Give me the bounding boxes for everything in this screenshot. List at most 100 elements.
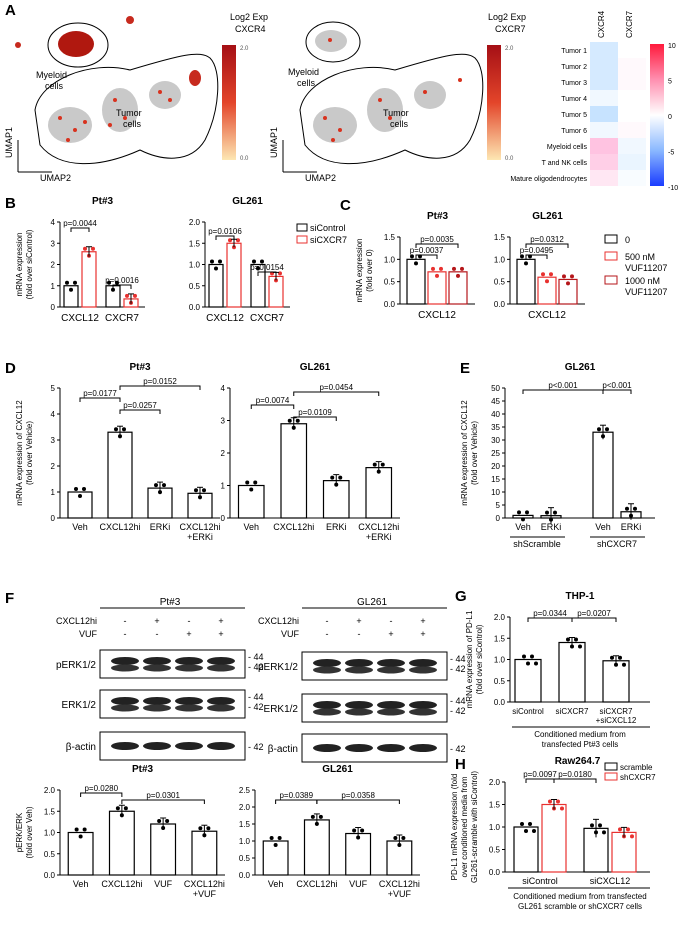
x-tick-label: CXCL12hi: [179, 522, 220, 532]
data-point: [622, 662, 626, 667]
blot-sign: -: [124, 629, 127, 639]
chart-E-GL261: 0 5 10 15 20 25 30 35 40 45 50 GL261 mRNA expression…: [460, 362, 655, 549]
y-tick-label: 0.0: [494, 300, 506, 309]
legend-swatch: [604, 275, 618, 285]
blot-band: [409, 659, 437, 667]
data-point: [530, 654, 534, 659]
bar: [514, 658, 542, 703]
colorbar-tick: -10: [668, 185, 678, 192]
bar: [81, 251, 97, 308]
y-tick-label: 0.5: [239, 854, 251, 863]
chart-B-GL261: 0.0 0.5 1.0 1.5 2.0 GL261 CXCL12 CXCR7 p=0.0106 p…: [189, 196, 347, 324]
y-tick-label: 1: [51, 488, 56, 497]
chart-title: GL261: [232, 196, 263, 207]
svg-text:Myeloid: Myeloid: [36, 70, 67, 80]
footer-label: Conditioned medium from: [534, 730, 626, 739]
p-value-label: p=0.0358: [341, 791, 375, 800]
data-point: [534, 661, 538, 666]
blot-sign: +: [420, 629, 425, 639]
y-tick-label: 5: [51, 384, 56, 393]
legend-swatch-treated: [296, 235, 308, 244]
y-tick-label: 1.5: [494, 634, 506, 643]
legend-swatch-control: [296, 223, 308, 232]
x-tick-label: Veh: [73, 879, 89, 889]
bar: [516, 258, 536, 305]
p-value-label: p=0.0044: [63, 219, 97, 228]
data-point: [114, 427, 118, 432]
blot-sign: -: [326, 629, 329, 639]
data-point: [69, 287, 73, 292]
bar: [365, 467, 393, 519]
y-tick-label: 0.5: [189, 282, 201, 291]
bar: [67, 831, 94, 876]
y-tick-label: 2: [51, 261, 56, 270]
y-axis-label: PD-L1 mRNA expression (fold: [450, 774, 459, 881]
bar: [513, 826, 539, 873]
mw-marker: - 42: [450, 744, 466, 754]
y-axis-label: (fold over Veh): [25, 806, 34, 858]
x-tick-label: CXCL12hi: [273, 522, 314, 532]
data-point: [318, 814, 323, 819]
p-bracket: [527, 617, 573, 622]
legend-label: scramble: [620, 763, 653, 772]
heatmap-cell: [618, 42, 646, 58]
data-point: [249, 487, 254, 492]
mw-marker: - 42: [450, 664, 466, 674]
data-point: [256, 266, 260, 271]
y-tick-label: 0.5: [494, 278, 506, 287]
heatmap-row-label: Tumor 2: [561, 64, 587, 71]
panel-label-G: G: [455, 588, 467, 605]
data-point: [435, 273, 439, 278]
blot-band: [377, 659, 405, 667]
data-point: [610, 655, 614, 660]
p-bracket: [415, 243, 459, 248]
data-point: [194, 488, 198, 493]
y-axis-label: mRNA expression: [15, 232, 24, 296]
chart-C-GL261: 0.0 0.5 1.0 1.5 GL261 CXCL12 p=0.0312 p=0.0495 0…: [494, 211, 667, 321]
p-value-label: p=0.0495: [520, 246, 554, 255]
chart-G-THP1: 0.0 0.5 1.0 1.5 2.0 THP-1 mRNA expression of P…: [465, 591, 650, 749]
svg-text:CXCR4: CXCR4: [235, 24, 266, 34]
bar: [406, 258, 426, 305]
y-tick-label: 2.0: [239, 803, 251, 812]
heatmap-cell: [618, 58, 646, 74]
x-tick-label: siControl: [522, 876, 558, 886]
mw-marker: - 42: [450, 706, 466, 716]
blot-band-label: ERK1/2: [62, 700, 97, 711]
y-tick-label: 0: [221, 514, 226, 523]
chart-F-Pt3: 0.0 0.5 1.0 1.5 2.0 Pt#3 pERK/ERK (fold over Ve…: [15, 764, 225, 899]
p-value-label: p<0.001: [548, 381, 578, 390]
blot-band: [377, 701, 405, 709]
data-point: [122, 427, 126, 432]
footer-label: GL261 scramble or shCXCR7 cells: [518, 902, 642, 911]
heatmap-cell: [618, 154, 646, 170]
blot-band-label: ERK1/2: [264, 704, 299, 715]
blot-band: [409, 666, 437, 674]
data-point: [287, 418, 292, 423]
blot-sign: -: [156, 629, 159, 639]
blot-band: [409, 744, 437, 752]
data-point: [630, 834, 634, 839]
blot-band: [111, 742, 139, 750]
data-point: [352, 828, 357, 833]
y-tick-label: 0.0: [239, 871, 251, 880]
data-point: [210, 259, 214, 264]
chart-title: Raw264.7: [555, 756, 601, 767]
blot-row-label: CXCL12hi: [258, 616, 299, 626]
chart-title: GL261: [565, 362, 596, 373]
chart-title: Pt#3: [92, 196, 114, 207]
data-point: [380, 462, 385, 467]
y-tick-label: 1.5: [384, 233, 396, 242]
blot-band: [143, 664, 171, 672]
data-point: [74, 487, 78, 491]
data-point: [82, 487, 86, 491]
y-tick-label: 0: [51, 303, 56, 312]
blot-sign: +: [420, 616, 425, 626]
svg-text:cells: cells: [45, 81, 64, 91]
heatmap-cell: [590, 154, 618, 170]
p-bracket: [119, 409, 161, 414]
data-point: [269, 836, 274, 840]
p-bracket: [215, 235, 235, 240]
y-tick-label: 1.5: [239, 820, 251, 829]
